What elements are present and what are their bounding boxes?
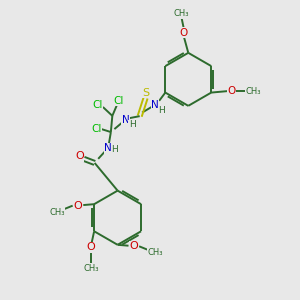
Text: CH₃: CH₃ — [49, 208, 64, 217]
Text: CH₃: CH₃ — [83, 264, 99, 273]
Text: N: N — [151, 100, 159, 110]
Text: O: O — [87, 242, 96, 253]
Text: CH₃: CH₃ — [245, 87, 261, 96]
Text: O: O — [180, 28, 188, 38]
Text: Cl: Cl — [91, 124, 101, 134]
Text: H: H — [158, 106, 165, 115]
Text: S: S — [142, 88, 150, 98]
Text: O: O — [129, 241, 138, 251]
Text: H: H — [129, 121, 135, 130]
Text: N: N — [122, 115, 130, 125]
Text: CH₃: CH₃ — [147, 248, 163, 257]
Text: O: O — [227, 86, 236, 96]
Text: H: H — [111, 145, 118, 154]
Text: CH₃: CH₃ — [173, 9, 189, 18]
Text: Cl: Cl — [92, 100, 103, 110]
Text: O: O — [74, 201, 82, 211]
Text: Cl: Cl — [114, 95, 124, 106]
Text: O: O — [75, 152, 84, 161]
Text: N: N — [104, 143, 112, 153]
